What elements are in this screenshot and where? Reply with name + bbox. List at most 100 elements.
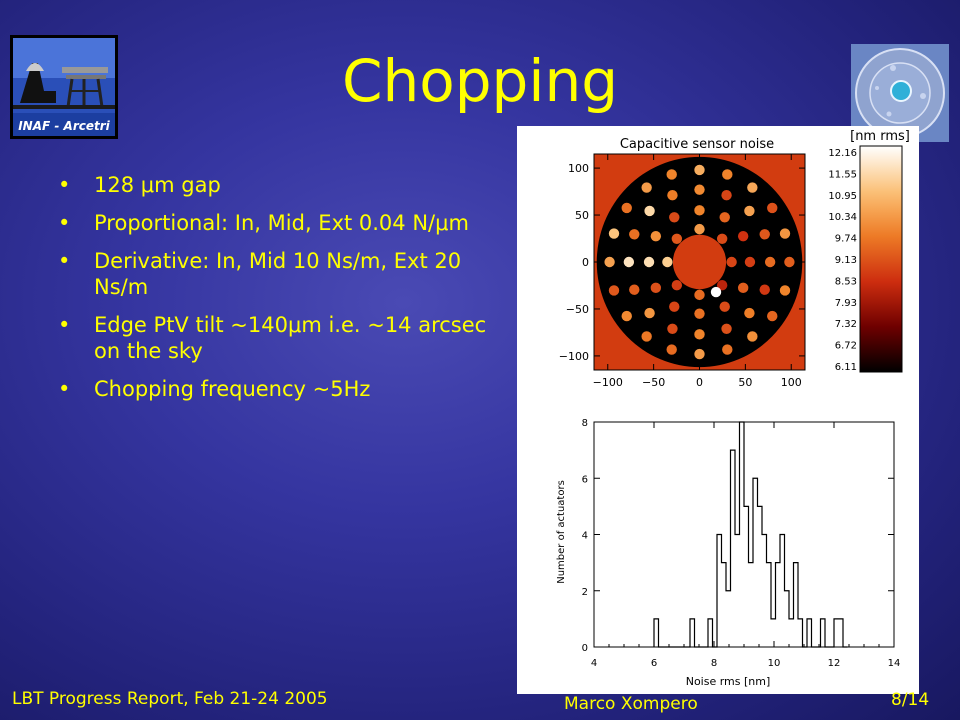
actuator-point — [719, 301, 730, 312]
actuator-point — [643, 256, 655, 268]
actuator-point — [744, 307, 755, 319]
actuator-point — [623, 256, 635, 268]
actuator-point — [694, 184, 705, 195]
actuator-point — [744, 205, 755, 217]
inaf-istituto-logo — [851, 44, 949, 142]
actuator-point — [671, 233, 683, 245]
colorbar-tick-label: 6.11 — [835, 362, 857, 373]
actuator-point — [779, 228, 791, 239]
map-x-tick-label: −50 — [642, 376, 665, 389]
map-title: Capacitive sensor noise — [620, 137, 774, 152]
map-x-tick-label: 50 — [738, 376, 752, 389]
map-y-tick-label: 50 — [575, 209, 589, 222]
histogram-x-tick-label: 8 — [711, 658, 717, 669]
footer-report-title: LBT Progress Report, Feb 21-24 2005 — [12, 689, 328, 709]
histogram-x-tick-label: 12 — [828, 658, 841, 669]
map-y-tick-label: 100 — [568, 162, 589, 175]
figure-svg: Capacitive sensor noise [nm rms] Noise r… — [556, 129, 910, 688]
actuator-point — [694, 289, 705, 301]
actuator-point — [641, 182, 652, 193]
footer-page-number: 8/14 — [891, 690, 930, 710]
map-x-tick-label: −100 — [593, 376, 623, 389]
bullet-item: Derivative: In, Mid 10 Ns/m, Ext 20 Ns/m — [58, 248, 508, 300]
bullet-list: 128 μm gap Proportional: In, Mid, Ext 0.… — [58, 172, 508, 414]
actuator-point — [721, 190, 732, 201]
slide-title: Chopping — [341, 47, 619, 115]
colorbar-tick-label: 8.53 — [835, 276, 857, 287]
histogram-y-tick-label: 0 — [582, 643, 588, 654]
histogram-x-tick-label: 4 — [591, 658, 597, 669]
histogram-x-tick-label: 6 — [651, 658, 657, 669]
map-x-tick-label: 0 — [696, 376, 703, 389]
actuator-point — [641, 331, 652, 342]
actuator-point — [694, 308, 705, 319]
map-x-tick-label: 100 — [781, 376, 802, 389]
colorbar-tick-label: 9.13 — [835, 255, 857, 266]
actuator-point — [721, 323, 732, 334]
histogram-y-label: Number of actuators — [556, 480, 567, 584]
actuator-point — [667, 190, 678, 201]
actuator-point — [667, 323, 678, 334]
actuator-point — [710, 286, 722, 298]
inaf-arcetri-logo-text: INAF - Arcetri — [18, 119, 110, 133]
colorbar-tick-label: 7.32 — [835, 319, 857, 330]
actuator-point — [621, 202, 632, 214]
colorbar-tick-label: 10.95 — [828, 191, 857, 202]
bullet-item: Chopping frequency ~5Hz — [58, 376, 508, 402]
actuator-point — [662, 256, 673, 268]
actuator-point — [722, 344, 733, 355]
actuator-point — [767, 202, 778, 214]
bullet-item: Edge PtV tilt ~140μm i.e. ~14 arcsec on … — [58, 312, 508, 364]
figure-panel: Capacitive sensor noise [nm rms] Noise r… — [517, 126, 919, 694]
map-central-hole — [672, 234, 727, 290]
colorbar — [859, 145, 903, 373]
histogram-x-label: Noise rms [nm] — [686, 675, 771, 688]
bullet-item: Proportional: In, Mid, Ext 0.04 N/μm — [58, 210, 508, 236]
actuator-point — [644, 205, 655, 217]
actuator-point — [716, 279, 728, 291]
colorbar-tick-label: 12.16 — [828, 148, 857, 159]
actuator-point — [621, 310, 632, 322]
actuator-point — [694, 164, 705, 176]
actuator-point — [767, 310, 778, 322]
actuator-point — [694, 329, 705, 340]
map-y-tick-label: −50 — [566, 303, 589, 316]
actuator-point — [747, 182, 758, 193]
histogram-series-line — [653, 421, 848, 648]
map-y-tick-label: 0 — [582, 256, 589, 269]
inaf-arcetri-logo: INAF - Arcetri — [10, 35, 118, 139]
actuator-point — [737, 282, 749, 294]
actuator-point — [671, 279, 683, 291]
actuator-point — [644, 307, 655, 319]
bullet-item: 128 μm gap — [58, 172, 508, 198]
colorbar-tick-label: 11.55 — [828, 169, 857, 180]
actuator-point — [629, 284, 640, 295]
actuator-point — [669, 301, 680, 312]
actuator-point — [759, 229, 770, 240]
actuator-point — [608, 228, 620, 239]
actuator-point — [759, 284, 770, 295]
colorbar-label: [nm rms] — [850, 129, 910, 144]
footer-author: Marco Xompero — [564, 694, 698, 714]
actuator-point — [784, 256, 795, 268]
histogram-x-tick-label: 14 — [888, 658, 901, 669]
actuator-point — [747, 331, 758, 342]
colorbar-tick-label: 7.93 — [835, 298, 857, 309]
actuator-point — [764, 256, 776, 268]
histogram-y-tick-label: 4 — [582, 531, 588, 542]
actuator-point — [719, 212, 730, 223]
colorbar-tick-label: 6.72 — [835, 341, 857, 352]
histogram-y-tick-label: 2 — [582, 587, 588, 598]
colorbar-tick-label: 10.34 — [828, 212, 857, 223]
actuator-point — [716, 233, 728, 245]
actuator-point — [694, 205, 705, 216]
histogram-y-tick-label: 6 — [582, 474, 588, 485]
histogram-y-tick-label: 8 — [582, 418, 588, 429]
actuator-point — [629, 229, 640, 240]
actuator-point — [604, 256, 615, 268]
actuator-point — [669, 212, 680, 223]
actuator-point — [694, 348, 705, 360]
actuator-point — [744, 256, 756, 268]
actuator-point — [726, 256, 737, 268]
